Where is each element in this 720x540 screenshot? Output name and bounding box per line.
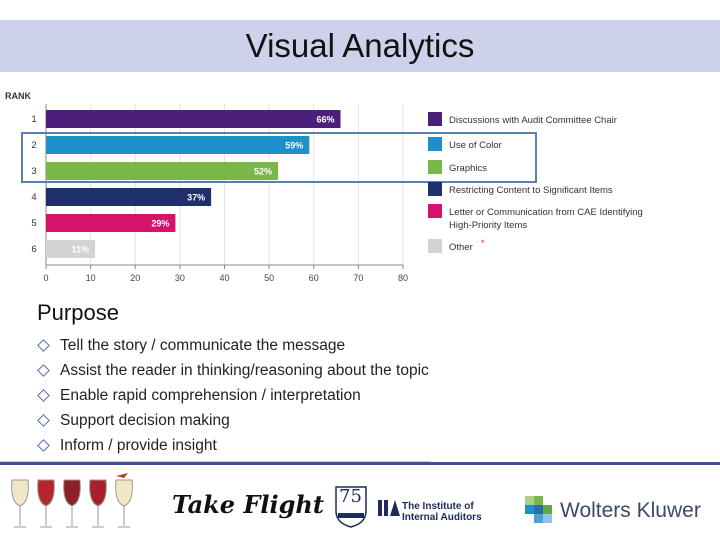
diamond-bullet-icon bbox=[37, 414, 50, 427]
rank-axis-title: RANK bbox=[5, 91, 31, 101]
legend-swatch bbox=[428, 182, 442, 196]
rank-label: 6 bbox=[31, 244, 36, 255]
iia-mark-icon bbox=[378, 500, 400, 516]
bar-value-label: 52% bbox=[254, 167, 272, 177]
diamond-bullet-icon bbox=[37, 339, 50, 352]
bar-value-label: 37% bbox=[187, 193, 205, 203]
take-flight-logo: Take Flight bbox=[172, 490, 324, 519]
iia-line2: Internal Auditors bbox=[402, 512, 482, 523]
iia-line1: The Institute of bbox=[402, 501, 474, 512]
list-item-text: Support decision making bbox=[60, 411, 230, 429]
title-bar: Visual Analytics bbox=[0, 20, 720, 72]
list-item-text: Enable rapid comprehension / interpretat… bbox=[60, 386, 361, 404]
list-item-text: Assist the reader in thinking/reasoning … bbox=[60, 361, 429, 379]
legend-label: Graphics bbox=[449, 163, 487, 174]
highlight-box bbox=[21, 132, 537, 183]
legend-label: Other bbox=[449, 242, 473, 253]
list-item: Assist the reader in thinking/reasoning … bbox=[37, 358, 429, 383]
rank-label: 5 bbox=[31, 218, 36, 229]
bar bbox=[46, 162, 279, 180]
wolters-kluwer-mark-icon bbox=[525, 496, 552, 523]
list-item: Inform / provide insight bbox=[37, 433, 429, 458]
bar bbox=[46, 136, 310, 154]
legend-swatch bbox=[428, 239, 442, 253]
legend-swatch bbox=[428, 112, 442, 126]
legend-swatch bbox=[428, 204, 442, 218]
rank-label: 2 bbox=[31, 140, 36, 151]
bar bbox=[46, 188, 212, 206]
wine-glasses-logo bbox=[11, 473, 133, 528]
x-tick-label: 10 bbox=[86, 273, 96, 283]
footer-divider bbox=[0, 462, 720, 465]
rank-label: 3 bbox=[31, 166, 36, 177]
footer-divider-light bbox=[0, 461, 430, 462]
diamond-bullet-icon bbox=[37, 364, 50, 377]
x-tick-label: 80 bbox=[398, 273, 408, 283]
diamond-bullet-icon bbox=[37, 439, 50, 452]
legend-swatch bbox=[428, 137, 442, 151]
diamond-bullet-icon bbox=[37, 389, 50, 402]
page-title: Visual Analytics bbox=[245, 27, 475, 64]
wolters-kluwer-logo: Wolters Kluwer bbox=[560, 499, 701, 522]
x-tick-label: 70 bbox=[353, 273, 363, 283]
ranking-bar-chart: RANK 0 10 20 30 40 50 60 70 80 1 66% 2 59% 3 52% 4 37% 5 29… bbox=[5, 91, 643, 283]
bar bbox=[46, 240, 96, 258]
x-tick-label: 30 bbox=[175, 273, 185, 283]
rank-label: 4 bbox=[31, 192, 36, 203]
iia-anniversary-badge-icon bbox=[335, 486, 367, 528]
x-tick-label: 60 bbox=[309, 273, 319, 283]
bar-value-label: 11% bbox=[72, 245, 90, 255]
iia-logo-text: The Institute of Internal Auditors bbox=[402, 501, 482, 523]
x-tick-label: 20 bbox=[130, 273, 140, 283]
legend-swatch bbox=[428, 160, 442, 174]
rank-label: 1 bbox=[31, 114, 36, 125]
iia-badge-number: 75 bbox=[339, 486, 362, 507]
bar-value-label: 29% bbox=[151, 219, 169, 229]
legend-label: Restricting Content to Significant Items bbox=[449, 185, 613, 196]
bar bbox=[46, 110, 341, 128]
list-item-text: Inform / provide insight bbox=[60, 436, 217, 454]
list-item: Enable rapid comprehension / interpretat… bbox=[37, 383, 429, 408]
list-item: Support decision making bbox=[37, 408, 429, 433]
bar bbox=[46, 214, 176, 232]
legend-label: Use of Color bbox=[449, 140, 502, 151]
x-tick-label: 0 bbox=[43, 273, 48, 283]
legend-label: Discussions with Audit Committee Chair bbox=[449, 115, 617, 126]
list-item: Tell the story / communicate the message bbox=[37, 333, 429, 358]
x-tick-label: 40 bbox=[219, 273, 229, 283]
bar-value-label: 66% bbox=[317, 115, 335, 125]
legend-label: Letter or Communication from CAE Identif… bbox=[449, 207, 643, 218]
purpose-list: Tell the story / communicate the message… bbox=[37, 333, 429, 458]
purpose-heading: Purpose bbox=[37, 300, 119, 325]
legend-label-line2: High-Priority Items bbox=[449, 220, 527, 231]
legend-asterisk: * bbox=[481, 238, 485, 248]
bar-value-label: 59% bbox=[285, 141, 303, 151]
x-tick-label: 50 bbox=[264, 273, 274, 283]
list-item-text: Tell the story / communicate the message bbox=[60, 336, 346, 354]
